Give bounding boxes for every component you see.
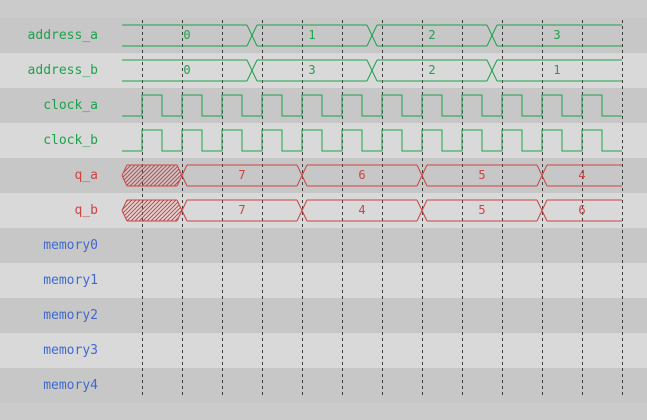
wave-row-address_b[interactable]: 0 3 2 1 (122, 59, 622, 82)
bus-value: 3 (308, 63, 315, 77)
row-stripe (0, 263, 647, 298)
wave-row-clock_b[interactable] (122, 129, 622, 152)
row-stripe (0, 158, 647, 193)
row-stripe (0, 193, 647, 228)
wave-row-clock_a[interactable] (122, 94, 622, 117)
bus-value: 0 (183, 63, 190, 77)
signal-label-address_b[interactable]: address_b (27, 63, 98, 78)
bus-value: 6 (358, 168, 365, 182)
wave-row-q_a[interactable]: 7 6 5 4 (121, 164, 622, 187)
bus-value: 1 (553, 63, 560, 77)
bus-value: 5 (478, 168, 485, 182)
signal-label-memory2[interactable]: memory2 (43, 308, 98, 323)
bus-value: 6 (578, 203, 585, 217)
signal-label-address_a[interactable]: address_a (27, 28, 98, 43)
signal-label-clock_a[interactable]: clock_a (43, 98, 98, 113)
row-stripe (0, 53, 647, 88)
signal-label-memory1[interactable]: memory1 (43, 273, 98, 288)
bus-value: 2 (428, 28, 435, 42)
row-stripe (0, 123, 647, 158)
bus-value: 1 (308, 28, 315, 42)
grid-lines (142, 20, 623, 395)
row-stripe (0, 333, 647, 368)
bus-value: 2 (428, 63, 435, 77)
signal-label-q_b[interactable]: q_b (74, 203, 98, 218)
row-stripe (0, 298, 647, 333)
signal-label-memory0[interactable]: memory0 (43, 238, 98, 253)
bus-value: 7 (238, 203, 245, 217)
bus-value: 7 (238, 168, 245, 182)
signal-label-memory3[interactable]: memory3 (43, 343, 98, 358)
row-stripe (0, 88, 647, 123)
bus-value: 0 (183, 28, 190, 42)
signal-label-q_a[interactable]: q_a (74, 168, 98, 183)
bus-value: 4 (358, 203, 365, 217)
bus-value: 3 (553, 28, 560, 42)
wave-row-address_a[interactable]: 0 1 2 3 (122, 24, 622, 47)
bus-value: 5 (478, 203, 485, 217)
row-stripe (0, 18, 647, 53)
signal-label-clock_b[interactable]: clock_b (43, 133, 98, 148)
bus-value: 4 (578, 168, 585, 182)
signal-label-memory4[interactable]: memory4 (43, 378, 98, 393)
wave-row-q_b[interactable]: 7 4 5 6 (121, 199, 622, 222)
row-stripe (0, 228, 647, 263)
row-stripe (0, 368, 647, 403)
